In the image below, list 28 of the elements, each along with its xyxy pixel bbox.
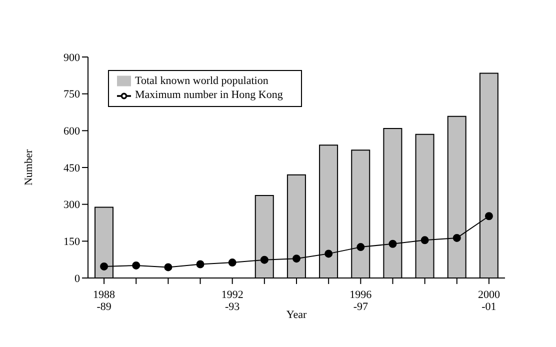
- y-tick-label: 450: [64, 162, 80, 174]
- y-tick-label: 600: [64, 126, 80, 138]
- y-axis-title: Number: [22, 149, 35, 186]
- x-tick-label: 1992 -93: [221, 289, 244, 313]
- y-tick-label: 750: [64, 88, 80, 101]
- x-tick-label: 1996 -97: [350, 289, 372, 313]
- y-tick-label: 900: [64, 52, 80, 64]
- x-tick-label: 2000 -01: [478, 289, 500, 313]
- point: [228, 258, 236, 267]
- y-tick-label: 300: [64, 199, 80, 212]
- point: [484, 212, 493, 220]
- point: [100, 262, 108, 270]
- x-axis-title: Year: [286, 309, 307, 321]
- point: [452, 234, 461, 242]
- point: [196, 260, 204, 268]
- point: [164, 263, 172, 272]
- point: [420, 236, 429, 244]
- y-tick-label: 150: [64, 236, 80, 248]
- point: [132, 261, 140, 270]
- point: [260, 256, 268, 264]
- y-tick-label: 0: [74, 272, 80, 285]
- legend-label: Total known world population: [135, 75, 268, 87]
- point: [388, 240, 397, 248]
- point: [356, 243, 365, 252]
- point: [324, 250, 333, 258]
- legend-label: Maximum number in Hong Kong: [135, 89, 283, 102]
- x-tick-label: 1988 -89: [93, 289, 116, 313]
- point: [292, 254, 300, 263]
